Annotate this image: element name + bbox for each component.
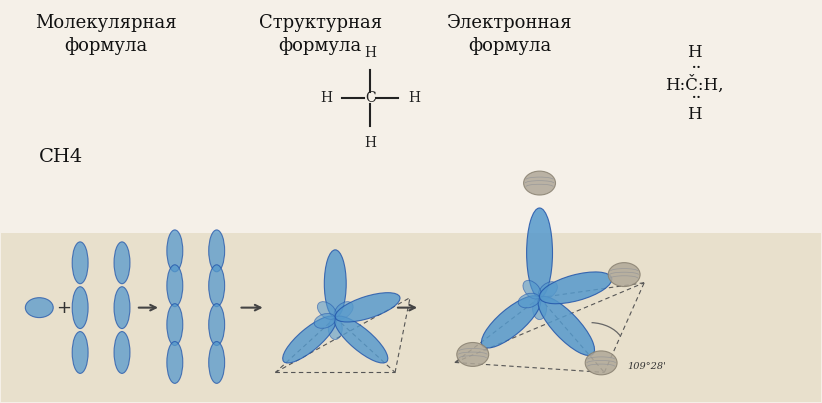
Text: H: H xyxy=(408,91,420,105)
Text: Структурная: Структурная xyxy=(259,14,382,32)
Ellipse shape xyxy=(209,265,224,307)
Ellipse shape xyxy=(314,314,335,328)
Ellipse shape xyxy=(283,316,336,363)
Ellipse shape xyxy=(114,242,130,284)
Ellipse shape xyxy=(209,341,224,383)
Ellipse shape xyxy=(167,341,182,383)
Ellipse shape xyxy=(25,298,53,318)
Ellipse shape xyxy=(167,265,182,307)
Bar xyxy=(2,233,820,402)
Ellipse shape xyxy=(524,171,556,195)
Ellipse shape xyxy=(317,301,336,319)
Ellipse shape xyxy=(335,293,400,322)
Text: H: H xyxy=(364,136,376,150)
Ellipse shape xyxy=(335,316,388,363)
Ellipse shape xyxy=(518,293,540,308)
Ellipse shape xyxy=(114,332,130,374)
Text: ··: ·· xyxy=(691,91,700,104)
Ellipse shape xyxy=(457,343,489,366)
Ellipse shape xyxy=(72,242,88,284)
Text: СН4: СН4 xyxy=(39,148,84,166)
Ellipse shape xyxy=(533,298,547,320)
Text: +: + xyxy=(56,299,71,317)
Ellipse shape xyxy=(539,272,612,304)
Ellipse shape xyxy=(585,351,617,375)
Text: C: C xyxy=(365,91,376,105)
Text: H:Č:H,: H:Č:H, xyxy=(665,75,723,93)
Ellipse shape xyxy=(334,301,353,319)
Text: H: H xyxy=(686,106,701,123)
Ellipse shape xyxy=(328,318,342,339)
Text: H: H xyxy=(364,46,376,60)
Ellipse shape xyxy=(527,208,552,298)
Text: формула: формула xyxy=(64,37,148,54)
Ellipse shape xyxy=(538,296,594,355)
Text: H: H xyxy=(321,91,332,105)
Text: ··: ·· xyxy=(691,62,700,75)
Ellipse shape xyxy=(325,250,346,318)
Ellipse shape xyxy=(72,287,88,328)
Ellipse shape xyxy=(72,332,88,374)
Ellipse shape xyxy=(167,303,182,345)
Ellipse shape xyxy=(608,263,640,287)
Ellipse shape xyxy=(482,296,541,348)
Ellipse shape xyxy=(167,230,182,272)
Ellipse shape xyxy=(209,230,224,272)
Ellipse shape xyxy=(209,303,224,345)
Ellipse shape xyxy=(538,282,557,299)
Ellipse shape xyxy=(114,287,130,328)
Text: Молекулярная: Молекулярная xyxy=(35,14,177,32)
Text: Электронная: Электронная xyxy=(447,14,572,32)
Text: H: H xyxy=(686,44,701,60)
Text: 109°28': 109°28' xyxy=(627,362,666,372)
Text: формула: формула xyxy=(279,37,362,54)
Text: формула: формула xyxy=(468,37,552,54)
Ellipse shape xyxy=(523,280,541,299)
